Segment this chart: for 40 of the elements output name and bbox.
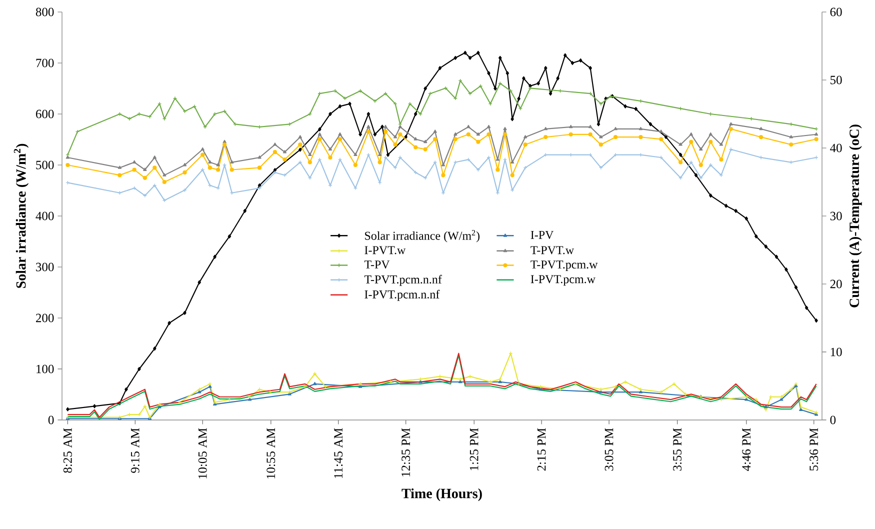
x-tick-label: 9:15 AM xyxy=(130,428,140,473)
x-tick-label: 3:05 PM xyxy=(604,428,614,471)
y-tick-label: 800 xyxy=(36,8,54,16)
y-axis-title: Solar irradiance (W/m$^{2}$) xyxy=(14,144,29,288)
legend-label: Solar irradiance (W/m$^{2}$) xyxy=(365,230,480,242)
y-tick-label: 600 xyxy=(36,110,54,118)
legend-label: I-PVT.pcm.w xyxy=(530,275,596,286)
x-tick-label: 10:05 AM xyxy=(198,428,207,478)
x-tick-label: 2:15 PM xyxy=(537,428,546,471)
y-tick-label: 500 xyxy=(36,160,54,170)
y-tick-label: 400 xyxy=(36,212,54,220)
x-tick-label: 4:46 PM xyxy=(742,428,751,471)
x-tick-label: 5:36 PM xyxy=(810,428,818,470)
y-tick-label: 700 xyxy=(36,58,54,68)
legend-label: I-PVT.pcm.n.nf xyxy=(364,290,440,301)
legend-label: T-PV xyxy=(364,260,390,269)
x-tick-label: 12:35 PM xyxy=(402,428,410,476)
y2-tick-label: 40 xyxy=(830,144,842,152)
x-tick-label: 8:25 AM xyxy=(63,428,72,473)
y2-tick-label: 20 xyxy=(830,280,842,288)
legend-label: T-PVT.pcm.w xyxy=(530,260,598,271)
y-tick-label: 300 xyxy=(36,262,54,272)
x-tick-label: 1:25 PM xyxy=(470,428,478,470)
y2-tick-label: 50 xyxy=(830,76,842,84)
legend-label: I-PV xyxy=(530,230,554,240)
y-tick-label: 0 xyxy=(48,416,54,424)
y-tick-label: 100 xyxy=(36,364,54,374)
legend-label: T-PVT.pcm.n.nf xyxy=(364,274,442,286)
y-tick-label: 200 xyxy=(36,314,54,322)
x-axis-title: Time (Hours) xyxy=(402,488,482,502)
legend-label: I-PVT.w xyxy=(364,246,406,254)
legend-label: T-PVT.w xyxy=(530,246,574,254)
y2-tick-label: 30 xyxy=(830,212,842,220)
y2-tick-label: 60 xyxy=(830,8,842,16)
y2-tick-label: 0 xyxy=(830,416,836,424)
y2-tick-label: 10 xyxy=(830,348,842,356)
x-tick-label: 10:55 AM xyxy=(266,428,276,478)
y2-axis-title: Current (A)-Temperature (oC) xyxy=(849,124,862,308)
x-tick-label: 3:55 PM xyxy=(673,428,682,471)
x-tick-label: 11:45 AM xyxy=(334,428,343,478)
